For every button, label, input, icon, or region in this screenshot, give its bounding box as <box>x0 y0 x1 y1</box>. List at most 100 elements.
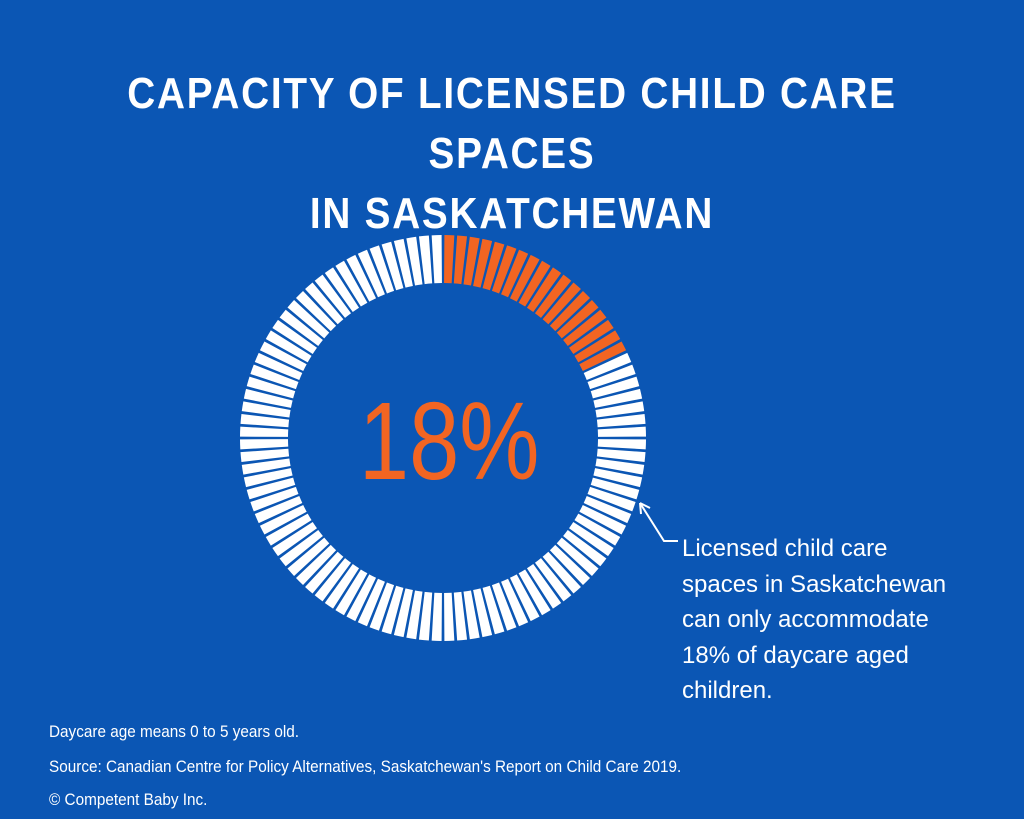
donut-segment-empty <box>381 241 404 291</box>
callout-line: spaces in Saskatchewan <box>682 570 947 598</box>
donut-segment-empty <box>250 364 299 390</box>
donut-segment-empty <box>346 254 377 302</box>
page-title: CAPACITY OF LICENSED CHILD CARE SPACES I… <box>61 64 962 244</box>
donut-segment-empty <box>259 504 307 535</box>
donut-segment-empty <box>357 249 385 298</box>
donut-segment-empty <box>579 504 627 535</box>
donut-segment-empty <box>265 330 312 363</box>
donut-segment-empty <box>590 376 640 399</box>
donut-segment-empty <box>287 537 330 576</box>
donut-segment-empty <box>593 468 643 488</box>
percent-label: 18% <box>358 380 540 503</box>
donut-segment-empty <box>393 238 413 288</box>
donut-segment-empty <box>431 235 442 284</box>
donut-segment-empty <box>259 341 307 372</box>
donut-segment-empty <box>444 592 455 641</box>
donut-segment-filled <box>526 267 562 312</box>
donut-segment-empty <box>590 477 640 500</box>
donut-segment-empty <box>357 578 385 627</box>
donut-segment-empty <box>406 236 423 286</box>
donut-segment-empty <box>595 401 645 418</box>
donut-segment-empty <box>583 496 632 524</box>
donut-segment-empty <box>241 401 291 418</box>
donut-segment-empty <box>473 588 493 638</box>
donut-segment-empty <box>596 413 646 428</box>
callout-text: Licensed child care spaces in Saskatchew… <box>682 531 1002 709</box>
donut-segment-filled <box>509 254 540 302</box>
donut-segment-empty <box>305 282 344 325</box>
callout-line: can only accommodate <box>682 606 929 633</box>
donut-segment-empty <box>418 591 433 641</box>
donut-segment-empty <box>453 591 468 641</box>
callout-line: Licensed child care <box>682 535 888 562</box>
donut-segment-empty <box>240 439 289 450</box>
donut-segment-empty <box>597 426 646 437</box>
title-line-1: CAPACITY OF LICENSED CHILD CARE SPACES <box>127 69 897 178</box>
donut-segment-empty <box>314 274 352 318</box>
donut-segment-empty <box>335 569 368 616</box>
donut-segment-empty <box>346 574 377 622</box>
donut-segment-empty <box>314 558 352 602</box>
donut-segment-empty <box>587 486 636 512</box>
donut-segment-empty <box>250 486 299 512</box>
donut-segment-empty <box>482 585 505 635</box>
donut-segment-filled <box>491 245 517 294</box>
donut-segment-empty <box>542 551 581 594</box>
donut-segment-empty <box>324 267 360 312</box>
donut-segment-empty <box>265 513 312 546</box>
donut-segment-empty <box>549 544 591 586</box>
donut-segment-empty <box>324 564 360 609</box>
donut-segment-empty <box>418 235 433 285</box>
donut-segment-empty <box>491 582 517 631</box>
donut-segment-filled <box>473 238 493 288</box>
donut-segment-empty <box>431 592 442 641</box>
donut-segment-empty <box>246 376 296 399</box>
donut-segment-empty <box>254 352 303 380</box>
donut-segment-empty <box>254 496 303 524</box>
donut-segment-filled <box>549 290 591 332</box>
donut-segment-empty <box>272 319 317 355</box>
donut-segment-empty <box>563 529 607 567</box>
donut-segment-filled <box>444 235 455 284</box>
donut-segment-empty <box>369 245 395 294</box>
donut-segment-filled <box>574 330 621 363</box>
donut-segment-filled <box>463 236 480 286</box>
donut-segment-empty <box>526 564 562 609</box>
donut-segment-empty <box>587 364 636 390</box>
donut-segment-filled <box>482 241 505 291</box>
donut-segment-empty <box>240 413 290 428</box>
donut-segment-empty <box>518 569 551 616</box>
footnote-age: Daycare age means 0 to 5 years old. <box>49 722 300 741</box>
donut-segment-empty <box>569 521 614 557</box>
donut-segment-empty <box>595 458 645 475</box>
donut-segment-filled <box>579 341 627 372</box>
callout-line: children. <box>682 677 773 704</box>
donut-segment-filled <box>556 300 599 339</box>
footnote-copyright: © Competent Baby Inc. <box>49 790 208 809</box>
donut-segment-empty <box>335 260 368 307</box>
donut-segment-empty <box>246 477 296 500</box>
donut-segment-filled <box>501 249 529 298</box>
donut-segment-empty <box>295 290 337 332</box>
donut-segment-empty <box>381 585 404 635</box>
donut-segment-empty <box>463 590 480 640</box>
donut-segment-filled <box>518 260 551 307</box>
donut-segment-empty <box>272 521 317 557</box>
donut-segment-empty <box>574 513 621 546</box>
donut-segment-empty <box>241 458 291 475</box>
footnote-source: Source: Canadian Centre for Policy Alter… <box>49 757 682 776</box>
donut-segment-filled <box>542 282 581 325</box>
donut-segment-empty <box>240 448 290 463</box>
donut-segment-empty <box>240 426 289 437</box>
donut-segment-empty <box>295 544 337 586</box>
title-line-2: IN SASKATCHEWAN <box>309 189 715 238</box>
donut-segment-empty <box>305 551 344 594</box>
donut-segment-empty <box>593 388 643 408</box>
donut-segment-empty <box>279 309 323 347</box>
donut-segment-empty <box>393 588 413 638</box>
donut-segment-empty <box>583 352 632 380</box>
donut-segment-empty <box>287 300 330 339</box>
donut-segment-empty <box>279 529 323 567</box>
donut-segment-empty <box>406 590 423 640</box>
